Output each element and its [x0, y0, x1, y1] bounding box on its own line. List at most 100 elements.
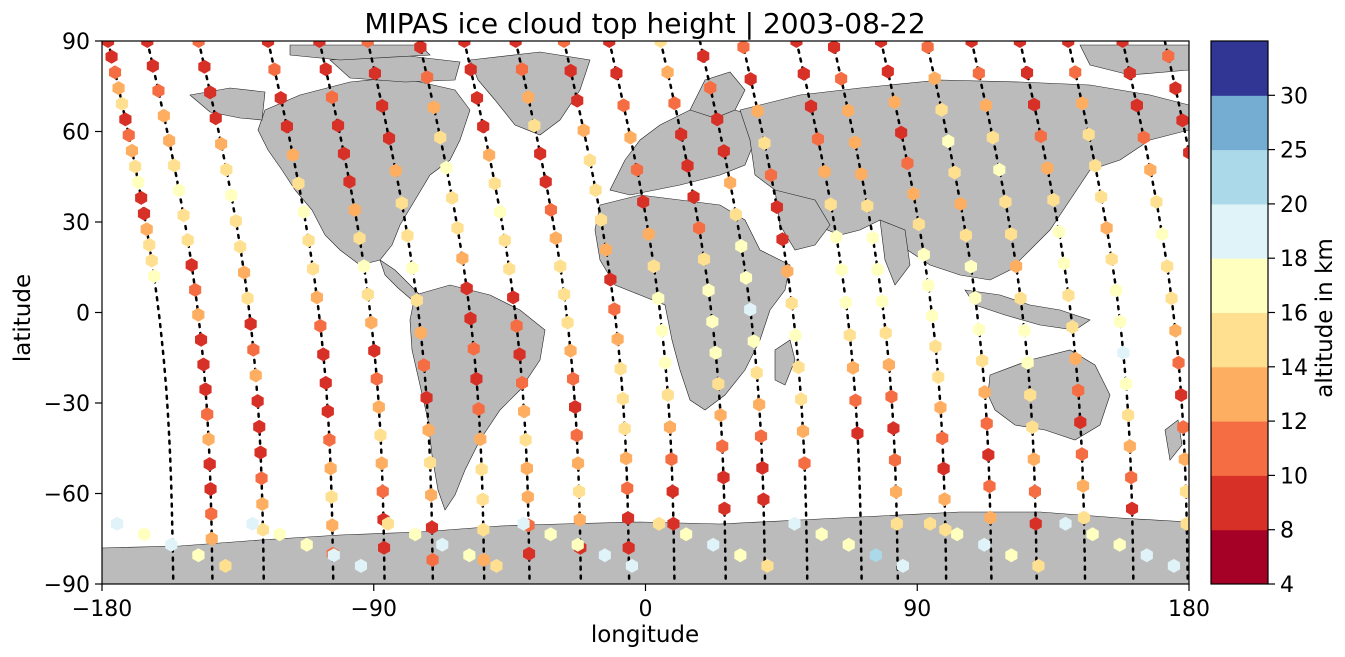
cloud-hex [378, 540, 391, 555]
cloud-hex [896, 558, 909, 573]
cloud-hex [573, 512, 586, 527]
cloud-hex [924, 516, 937, 531]
cloud-hex [984, 510, 997, 525]
cloud-hex [137, 206, 151, 221]
cloud-hex [475, 462, 488, 477]
cloud-hex [789, 328, 802, 343]
cloud-hex [964, 259, 977, 274]
cloud-hex [310, 290, 323, 305]
cloud-hex [348, 202, 361, 217]
cloud-hex [300, 537, 313, 552]
cloud-hex [354, 558, 367, 573]
cloud-hex [102, 41, 115, 48]
cloud-hex [509, 41, 522, 48]
cloud-hex [717, 144, 730, 159]
cloud-hex [737, 41, 750, 54]
cloud-hex [539, 174, 552, 189]
cloud-hex [140, 222, 153, 237]
cloud-hex [598, 548, 611, 563]
cloud-hex [797, 66, 810, 81]
cloud-hex [750, 365, 763, 380]
cloud-hex [197, 357, 210, 372]
cloud-hex [246, 516, 259, 531]
cloud-hex [521, 489, 534, 504]
cloud-hex [332, 118, 345, 133]
cloud-hex [383, 131, 396, 146]
cloud-hex [256, 497, 269, 511]
cloud-hex [687, 189, 700, 204]
cloud-hex [205, 531, 218, 546]
cloud-hex [337, 146, 350, 161]
cloud-hex [681, 158, 694, 173]
cloud-hex [1028, 484, 1041, 499]
cloud-hex [376, 98, 389, 113]
map-area [102, 41, 1189, 584]
cloud-hex [241, 291, 254, 306]
cloud-hex [135, 190, 148, 205]
cloud-hex [1059, 516, 1072, 531]
cloud-hex [1024, 388, 1037, 402]
cloud-hex [1156, 227, 1169, 242]
cloud-hex [458, 41, 471, 48]
cloud-hex [198, 59, 211, 74]
cloud-hex [370, 371, 383, 386]
cloud-hex [1161, 259, 1174, 274]
colorbar-bin [1211, 41, 1268, 96]
cloud-hex [881, 64, 894, 79]
cloud-hex [665, 452, 678, 467]
cloud-hex [571, 93, 584, 108]
orbit-track [197, 41, 266, 584]
cloud-hex [451, 221, 464, 235]
cloud-hex [567, 371, 580, 386]
cloud-hex [274, 91, 287, 105]
cloud-hex [109, 65, 122, 80]
cloud-hex [757, 492, 770, 507]
cloud-hex [972, 322, 985, 337]
cloud-hex [1169, 81, 1182, 96]
cloud-hex [1125, 470, 1138, 485]
cloud-hex [181, 233, 194, 248]
cloud-hex [890, 516, 903, 531]
cloud-hex [577, 123, 590, 138]
cloud-hex [273, 527, 286, 542]
cloud-hex [875, 41, 888, 48]
cloud-hex [620, 451, 633, 466]
cloud-hex [978, 537, 991, 552]
cloud-hex [1029, 516, 1042, 531]
cloud-hex [426, 552, 439, 567]
cloud-hex [406, 261, 419, 275]
cloud-hex [1105, 252, 1118, 267]
cloud-hex [122, 128, 135, 143]
cloud-hex [286, 148, 299, 162]
cloud-hex [177, 208, 190, 223]
cloud-hex [718, 501, 731, 516]
land-antarctica [102, 511, 1189, 584]
cloud-hex [934, 400, 947, 415]
cloud-hex [569, 400, 582, 414]
cloud-hex [879, 326, 892, 340]
cloud-hex [247, 342, 260, 357]
cloud-hex [1089, 158, 1102, 173]
cloud-hex [948, 165, 961, 180]
cloud-hex [861, 198, 874, 213]
cloud-hex [656, 323, 669, 338]
cloud-hex [667, 516, 680, 531]
x-axis-label: longitude [591, 622, 699, 648]
cloud-hex [571, 537, 584, 552]
land-ne-siberia [1079, 44, 1189, 76]
cloud-hex [195, 332, 208, 347]
cloud-hex [935, 102, 948, 117]
cloud-hex [753, 397, 766, 412]
cloud-hex [1110, 283, 1123, 298]
cloud-hex [711, 112, 724, 127]
cloud-hex [564, 63, 577, 78]
cloud-hex [842, 103, 855, 118]
cloud-hex [476, 492, 489, 507]
cloud-hex [693, 221, 706, 235]
land-canadian-arctic-n [289, 44, 431, 61]
cloud-hex [756, 460, 769, 475]
cloud-hex [490, 558, 503, 573]
cloud-hex [976, 353, 989, 368]
colorbar-bin [1211, 149, 1268, 205]
